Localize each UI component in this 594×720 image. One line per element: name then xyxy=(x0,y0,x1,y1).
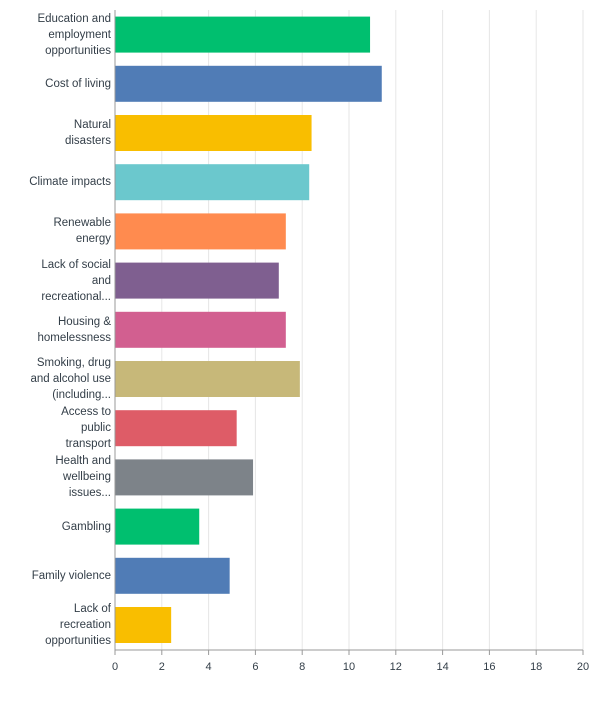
category-label-line: Gambling xyxy=(61,520,111,533)
bars xyxy=(115,16,382,643)
category-label: Renewable energy xyxy=(11,215,111,247)
category-label: Gambling xyxy=(11,519,111,535)
bar xyxy=(115,607,172,643)
bar xyxy=(115,361,300,397)
category-label-line: Access to xyxy=(61,406,111,419)
category-label-line: energy xyxy=(75,233,111,246)
category-label-line: disasters xyxy=(64,135,111,147)
bar xyxy=(115,410,237,447)
bar xyxy=(115,115,312,151)
bar xyxy=(115,213,286,250)
bar xyxy=(115,557,230,594)
category-label-line: Lack of social xyxy=(41,258,111,271)
x-tick-labels: 0 2 4 6 8 10 12 14 16 18 20 xyxy=(112,661,589,673)
category-label-line: wellbeing xyxy=(63,471,111,484)
axes xyxy=(114,10,584,655)
category-label-line: and alcohol use xyxy=(30,373,111,385)
category-label-line: Renewable xyxy=(53,217,111,230)
category-label-line: recreation xyxy=(59,619,111,631)
category-label-line: (including... xyxy=(52,389,111,401)
bar xyxy=(115,311,286,348)
bar xyxy=(115,459,254,496)
bar xyxy=(115,65,382,102)
bar xyxy=(115,262,279,299)
category-label-line: Education and xyxy=(37,12,111,25)
category-label: Climate impacts xyxy=(11,174,111,190)
x-tick-label: 10 xyxy=(343,661,355,673)
x-tick-label: 2 xyxy=(159,661,165,673)
x-tick-label: 8 xyxy=(299,661,305,673)
x-tick-label: 20 xyxy=(577,661,589,673)
category-label: Natural disasters xyxy=(11,117,111,149)
category-label: Education and employment opportunities xyxy=(11,11,111,59)
category-label-line: opportunities xyxy=(45,44,111,57)
x-tick-label: 4 xyxy=(206,661,212,673)
x-tick-label: 6 xyxy=(252,661,258,673)
category-label-line: Lack of xyxy=(73,603,111,615)
category-label-line: opportunities xyxy=(45,635,111,647)
category-label: Access to public transport xyxy=(11,404,111,452)
category-label-line: Housing & xyxy=(57,315,111,328)
category-label: Family violence xyxy=(11,568,111,584)
category-label: Smoking, drug and alcohol use (including..… xyxy=(11,355,111,403)
category-label-line: and xyxy=(91,274,111,287)
category-label-line: issues... xyxy=(68,487,111,500)
category-label: Housing & homelessness xyxy=(11,314,111,346)
category-label-line: employment xyxy=(48,28,111,41)
category-label-line: Family violence xyxy=(31,569,111,582)
bar xyxy=(115,164,310,201)
x-tick-label: 16 xyxy=(483,661,495,673)
bar xyxy=(115,16,371,53)
category-label-line: recreational... xyxy=(41,290,111,303)
category-label-line: Health and xyxy=(55,455,111,468)
category-label-line: homelessness xyxy=(37,331,111,344)
category-label-line: Natural xyxy=(73,119,111,131)
category-label-line: public xyxy=(80,422,111,435)
category-label-line: transport xyxy=(65,438,111,451)
x-tick-label: 0 xyxy=(112,661,118,673)
category-label: Lack of recreation opportunities xyxy=(11,601,111,649)
category-label: Lack of social and recreational... xyxy=(11,257,111,305)
category-label-line: Cost of living xyxy=(45,77,111,90)
x-tick-label: 12 xyxy=(390,661,402,673)
x-tick-label: 18 xyxy=(530,661,542,673)
category-label-line: Climate impacts xyxy=(29,176,111,189)
category-label: Cost of living xyxy=(11,76,111,92)
bar xyxy=(115,508,200,545)
x-tick-label: 14 xyxy=(436,661,448,673)
category-label-line: Smoking, drug xyxy=(36,357,111,369)
category-label: Health and wellbeing issues... xyxy=(11,453,111,501)
